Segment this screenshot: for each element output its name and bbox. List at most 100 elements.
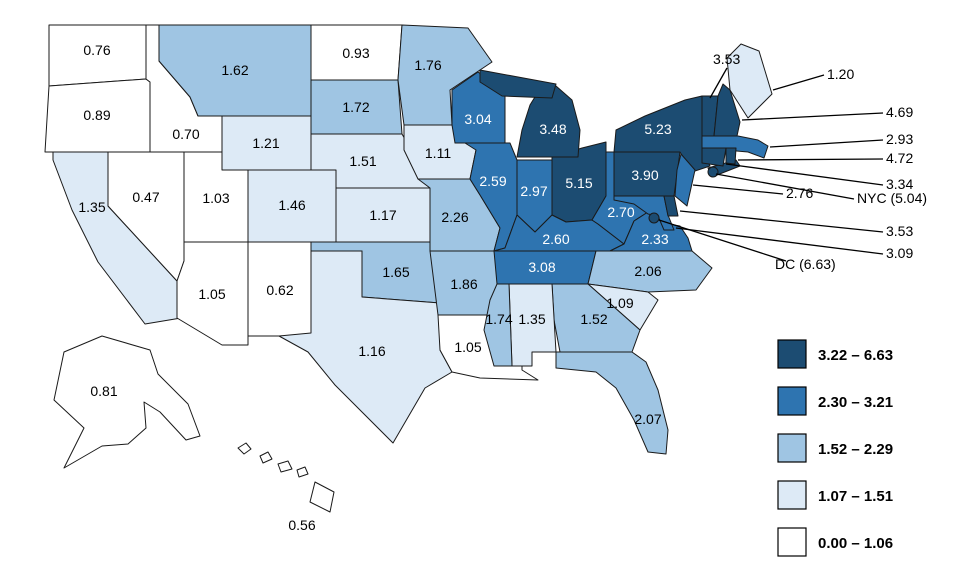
callout-label-maine: 1.20: [827, 66, 854, 82]
legend-label-class-2: 2.30 – 3.21: [818, 394, 893, 411]
label-pa: 3.90: [631, 167, 658, 183]
label-ia: 1.11: [425, 145, 451, 161]
label-sc: 1.09: [606, 295, 633, 311]
label-sd: 1.72: [342, 99, 369, 115]
callout-label-connecticut: 3.34: [886, 176, 913, 192]
label-la: 1.05: [454, 339, 481, 355]
label-ut: 1.03: [202, 190, 229, 206]
state-hawaii: [237, 442, 335, 513]
label-fl: 2.07: [634, 411, 661, 427]
callout-label-rhode-island: 4.72: [886, 150, 913, 166]
legend-label-class-4: 1.07 – 1.51: [818, 488, 893, 505]
label-mi: 3.48: [539, 121, 566, 137]
dc-marker: [648, 212, 660, 224]
legend-label-class-3: 1.52 – 2.29: [818, 441, 893, 458]
callout-line-delaware: [679, 210, 884, 233]
value-labels-layer: 0.76 0.89 1.35 0.47 0.70 1.62 1.21 1.03 …: [78, 42, 671, 533]
label-al: 1.35: [518, 311, 545, 327]
label-va: 2.33: [641, 231, 668, 247]
state-mississippi: [483, 283, 513, 367]
label-in: 2.97: [520, 183, 547, 199]
state-maine: [726, 43, 773, 119]
label-ca: 1.35: [78, 199, 105, 215]
callout-line-new-jersey: [692, 184, 784, 195]
state-minnesota: [397, 24, 493, 126]
callout-line-dc: [658, 219, 787, 262]
legend-swatch-class-1: [777, 339, 807, 369]
hawaii-island-2: [259, 451, 273, 464]
label-az: 1.05: [198, 286, 225, 302]
callout-label-dc: DC (6.63): [775, 256, 836, 272]
legend-swatch-class-4: [777, 480, 807, 510]
label-ok: 1.65: [382, 264, 409, 280]
state-rhode-island: [725, 147, 737, 165]
callout-line-rhode-island: [737, 158, 884, 161]
legend-swatch-class-2: [777, 386, 807, 416]
callout-label-delaware: 3.53: [886, 223, 913, 239]
label-hi: 0.56: [288, 517, 315, 533]
label-mo: 2.26: [441, 209, 468, 225]
label-nc: 2.06: [634, 263, 661, 279]
label-mt: 1.62: [221, 62, 248, 78]
hawaii-island-4: [296, 466, 309, 478]
callout-label-maryland: 3.09: [886, 245, 913, 261]
state-florida: [555, 351, 669, 455]
callout-label-massachusetts: 2.93: [886, 131, 913, 147]
state-new-jersey: [674, 153, 696, 207]
states-layer: [44, 24, 773, 513]
callout-lines-layer: [658, 67, 884, 262]
legend-swatch-class-5: [777, 527, 807, 557]
state-texas: [278, 250, 453, 444]
label-mn: 1.76: [414, 57, 441, 73]
label-il: 2.59: [479, 173, 506, 189]
legend-label-class-5: 0.00 – 1.06: [818, 535, 893, 552]
label-wi: 3.04: [464, 111, 491, 127]
callout-line-new-hampshire: [741, 112, 884, 121]
callout-label-new-jersey: 2.76: [786, 185, 813, 201]
nyc-marker: [707, 166, 719, 178]
label-wa: 0.76: [83, 42, 110, 58]
label-ny: 5.23: [644, 121, 671, 137]
callout-line-maryland: [675, 227, 884, 255]
label-nd: 0.93: [342, 45, 369, 61]
state-alaska: [53, 335, 201, 469]
callout-line-nyc: [715, 173, 855, 200]
state-connecticut: [701, 147, 727, 167]
callout-labels-layer: 3.53 1.20 4.69 2.93 4.72 3.34 NYC (5.04)…: [713, 51, 927, 272]
label-nv: 0.47: [132, 189, 159, 205]
label-tx: 1.16: [358, 343, 385, 359]
label-oh: 5.15: [565, 175, 592, 191]
legend-swatch-class-3: [777, 433, 807, 463]
label-tn: 3.08: [528, 259, 555, 275]
state-michigan-lower: [516, 85, 581, 158]
callout-line-maine: [772, 74, 825, 91]
callout-line-connecticut: [725, 163, 884, 186]
label-ak: 0.81: [90, 383, 117, 399]
label-co: 1.46: [278, 197, 305, 213]
legend: 3.22 – 6.63 2.30 – 3.21 1.52 – 2.29 1.07…: [777, 339, 893, 557]
state-michigan-upper: [479, 69, 557, 99]
callout-label-nyc: NYC (5.04): [857, 190, 927, 206]
label-or: 0.89: [83, 107, 110, 123]
label-ms: 1.74: [485, 311, 512, 327]
label-ky: 2.60: [542, 231, 569, 247]
callout-label-new-hampshire: 4.69: [886, 104, 913, 120]
label-id: 0.70: [172, 126, 199, 142]
callout-line-massachusetts: [769, 139, 884, 148]
label-ga: 1.52: [580, 311, 607, 327]
city-markers-layer: [648, 166, 719, 224]
label-ne: 1.51: [349, 153, 376, 169]
label-ar: 1.86: [450, 276, 477, 292]
label-nm: 0.62: [266, 282, 293, 298]
hawaii-island-3: [277, 460, 293, 473]
callout-line-vermont: [709, 67, 728, 99]
hawaii-island-big: [309, 481, 335, 513]
label-ks: 1.17: [369, 207, 396, 223]
label-wy: 1.21: [252, 135, 279, 151]
hawaii-island-1: [237, 442, 252, 455]
callout-label-vermont: 3.53: [713, 51, 740, 67]
label-wv: 2.70: [607, 204, 634, 220]
legend-label-class-1: 3.22 – 6.63: [818, 347, 893, 364]
